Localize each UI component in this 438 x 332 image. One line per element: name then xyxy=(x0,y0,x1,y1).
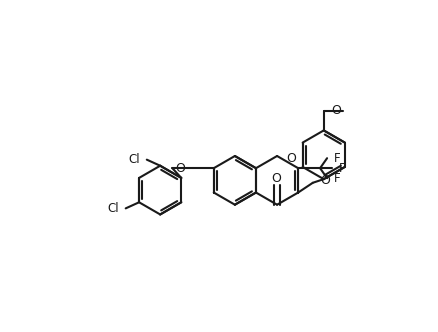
Text: F: F xyxy=(334,152,340,165)
Text: Cl: Cl xyxy=(108,202,119,215)
Text: O: O xyxy=(286,152,297,165)
Text: Cl: Cl xyxy=(129,153,140,166)
Text: F: F xyxy=(334,172,340,185)
Text: O: O xyxy=(332,105,342,118)
Text: O: O xyxy=(321,174,331,187)
Text: O: O xyxy=(175,162,185,175)
Text: F: F xyxy=(339,162,346,175)
Text: O: O xyxy=(271,172,281,185)
